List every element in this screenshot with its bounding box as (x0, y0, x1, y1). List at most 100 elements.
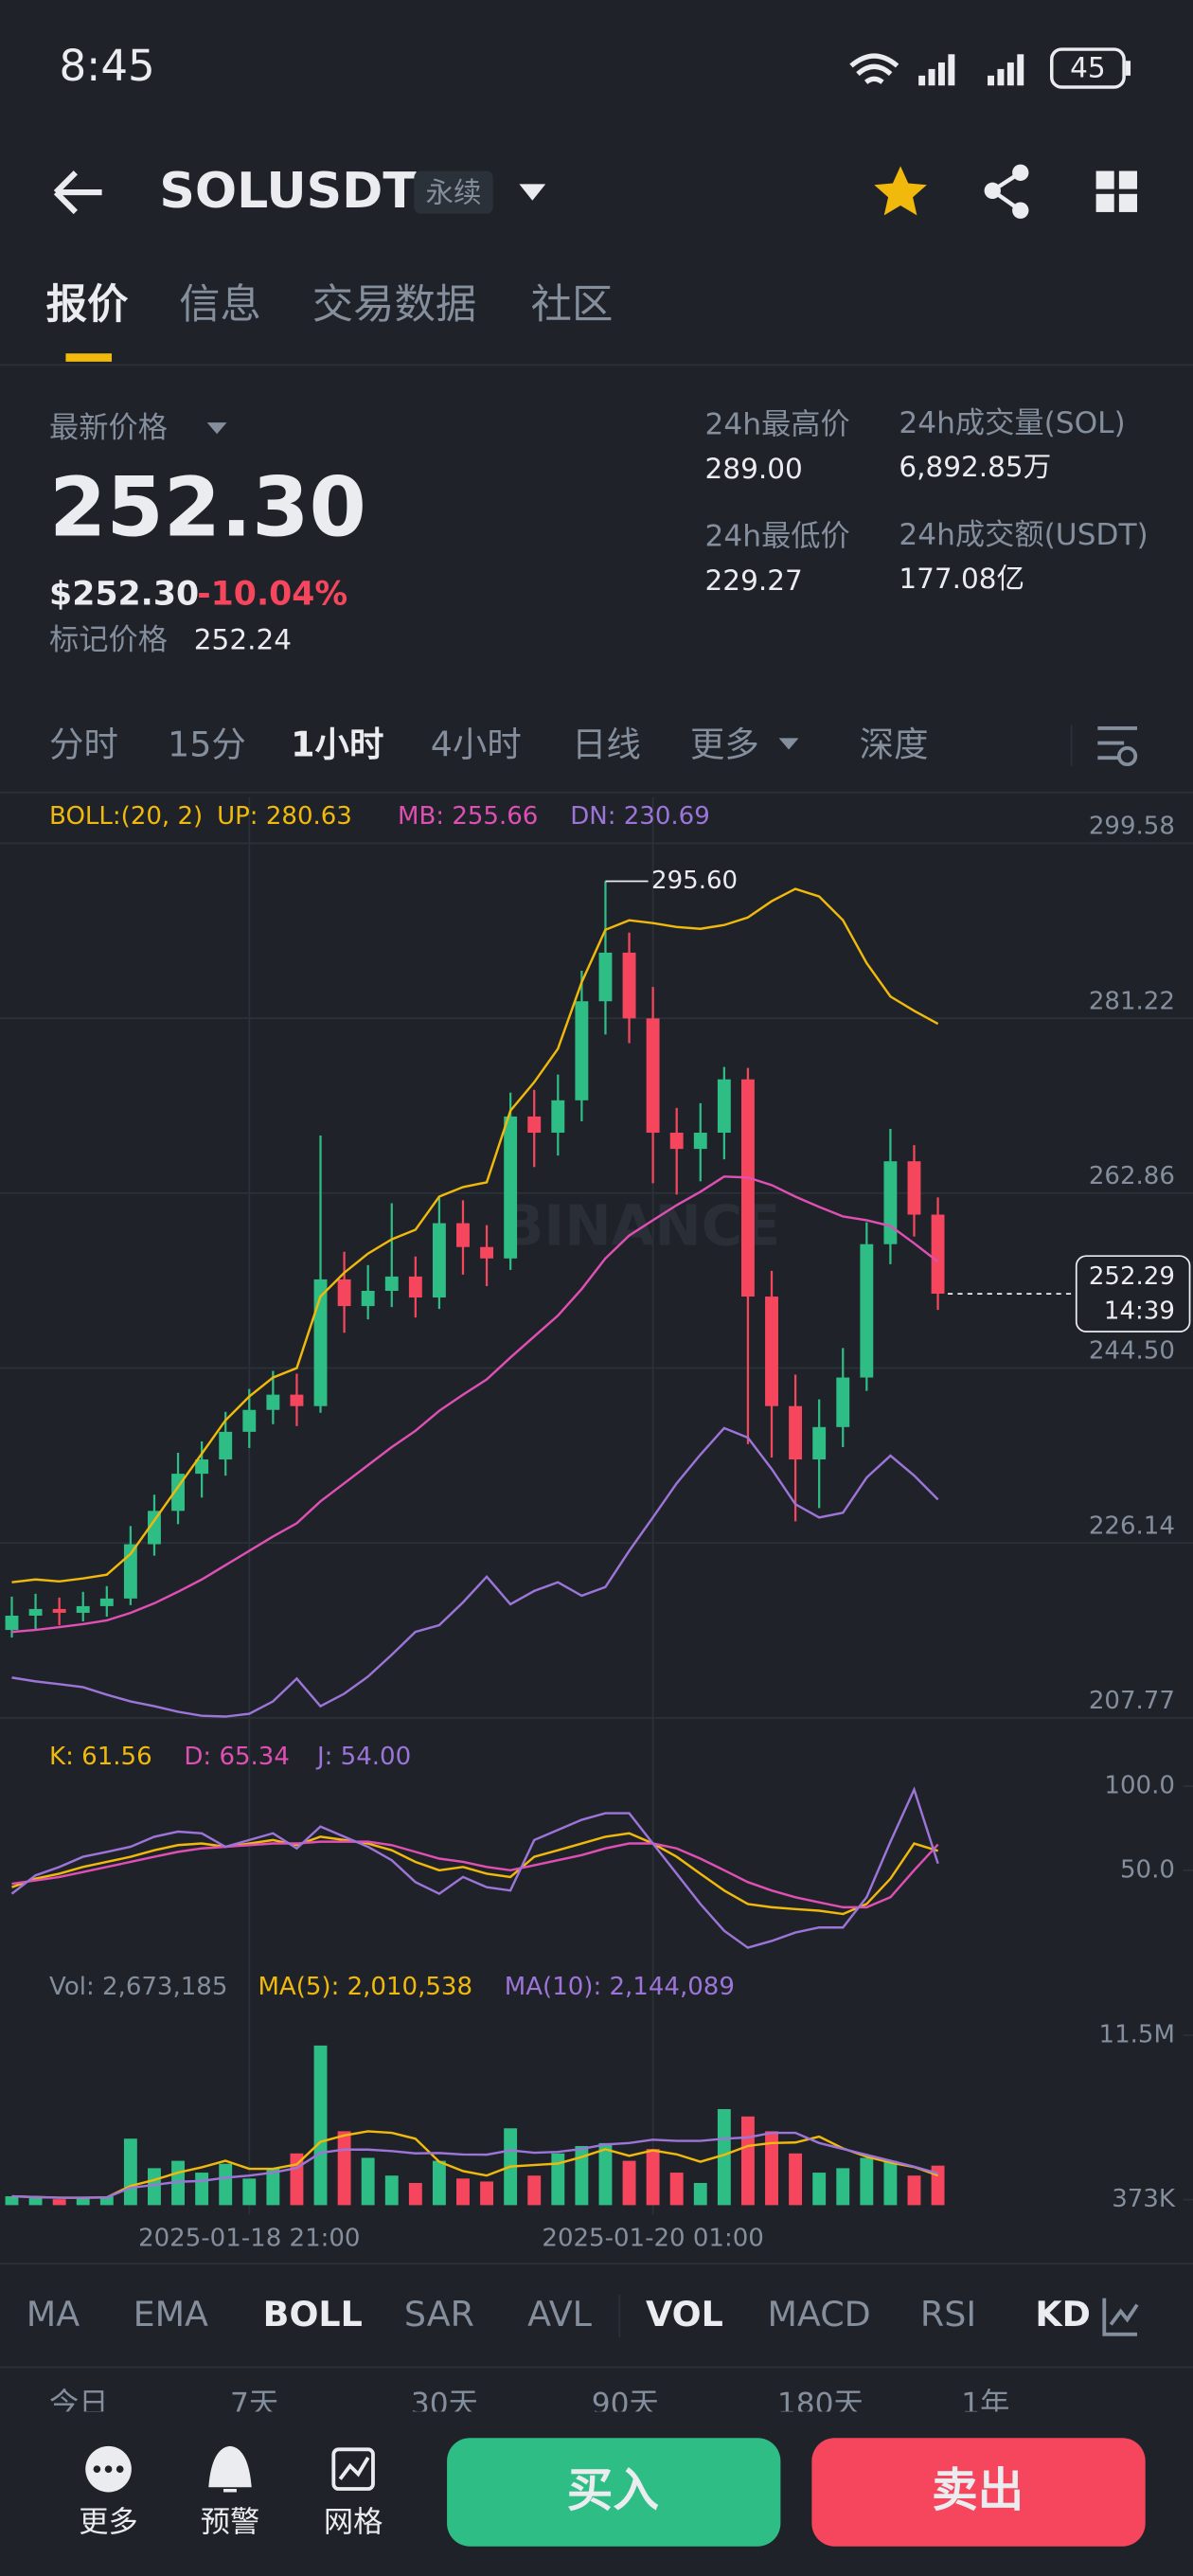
status-icons (849, 47, 1131, 89)
volume-bar (5, 2196, 19, 2206)
candle-body (740, 1079, 755, 1297)
interval[interactable]: 深度 (860, 724, 929, 765)
alert-icon[interactable] (208, 2445, 252, 2493)
volume-bar (717, 2108, 731, 2206)
action-label[interactable]: 预警 (201, 2505, 259, 2539)
stat-label: 24h最高价 (705, 408, 850, 442)
interval[interactable]: 更多 (690, 724, 759, 765)
candle-body (789, 1405, 803, 1460)
indicator[interactable]: SAR (404, 2294, 474, 2334)
candle-body (931, 1214, 945, 1295)
candle-body (812, 1426, 827, 1460)
interval[interactable]: 1小时 (291, 724, 383, 765)
more-dropdown[interactable] (778, 738, 799, 750)
candle-body (480, 1246, 494, 1259)
indicator-line (11, 2130, 939, 2199)
volume-bar (99, 2196, 114, 2206)
grid-icon[interactable] (331, 2447, 375, 2491)
candle-body (408, 1276, 422, 1298)
candle-body (384, 1276, 399, 1291)
tab[interactable]: 信息 (179, 281, 261, 329)
high-label: 295.60 (651, 867, 738, 895)
countdown-label: 14:39 (1104, 1297, 1175, 1326)
buy-label[interactable]: 买入 (567, 2464, 659, 2517)
symbol: SOLUSDT (159, 163, 417, 220)
stat-value: 229.27 (705, 564, 803, 597)
indicator[interactable]: KD (1035, 2294, 1090, 2334)
volume-bar (337, 2131, 351, 2206)
indicator[interactable]: VOL (646, 2294, 723, 2334)
volume-bar (195, 2173, 209, 2206)
volume-bar (551, 2153, 565, 2206)
indicator[interactable]: BOLL (263, 2294, 363, 2334)
volume-bar (575, 2145, 589, 2206)
action-label[interactable]: 更多 (79, 2505, 137, 2539)
legend-entry: UP: 280.63 (217, 802, 352, 831)
interval[interactable]: 15分 (168, 724, 246, 765)
candle-body (907, 1161, 921, 1215)
tab[interactable]: 社区 (531, 281, 614, 329)
indicator-settings[interactable] (1102, 2298, 1139, 2336)
volume-bar (52, 2199, 66, 2206)
last-price-label: 252.29 (1089, 1262, 1175, 1291)
volume-bar (883, 2160, 898, 2206)
volume-bar (266, 2168, 280, 2206)
interval[interactable]: 4小时 (431, 724, 522, 765)
candle-body (266, 1394, 280, 1410)
chart-settings[interactable] (1097, 726, 1138, 767)
layout-button[interactable] (1095, 170, 1137, 212)
legend-entry: DN: 230.69 (570, 802, 710, 831)
last-price: 252.30 (49, 459, 366, 555)
indicator[interactable]: MACD (767, 2294, 870, 2334)
price-label: 最新价格 (49, 411, 168, 445)
volume-bar (812, 2173, 827, 2206)
legend-entry: J: 54.00 (315, 1743, 411, 1771)
buy-button[interactable] (447, 2438, 781, 2547)
candle-body (765, 1297, 778, 1406)
back-button[interactable] (53, 170, 102, 215)
price-change: -10.04% (197, 575, 347, 613)
candle-body (99, 1598, 114, 1606)
share-button[interactable] (984, 164, 1029, 219)
indicator[interactable]: RSI (920, 2294, 976, 2334)
volume-bar (765, 2131, 778, 2206)
volume-bar (789, 2153, 803, 2206)
plot: 2025-01-18 21:00 2025-01-20 01:00 BINANCE 2… (0, 796, 1193, 2253)
indicator-line (10, 1786, 939, 1949)
volume-bar (836, 2168, 850, 2206)
volume-bar (123, 2138, 137, 2206)
last-price-box (1075, 1255, 1191, 1333)
battery-level: 45 (1070, 51, 1106, 83)
legend-entry: MA(5): 2,010,538 (258, 1973, 472, 2001)
indicator[interactable]: AVL (527, 2294, 593, 2334)
y-tick-label: 100.0 (1104, 1772, 1174, 1800)
volume-bar (907, 2175, 921, 2206)
y-tick-label: 226.14 (1089, 1512, 1175, 1540)
action-label[interactable]: 网格 (324, 2505, 383, 2539)
indicator-line (11, 1426, 939, 1718)
price-dropdown[interactable] (206, 422, 227, 435)
volume-bar (408, 2183, 422, 2206)
interval[interactable]: 日线 (572, 724, 641, 765)
candle-body (242, 1409, 257, 1432)
indicator[interactable]: MA (27, 2294, 80, 2334)
candle-body (504, 1116, 518, 1259)
symbol-dropdown[interactable] (519, 184, 546, 201)
legend-entry: K: 61.56 (49, 1743, 152, 1771)
contract-badge (414, 170, 493, 214)
tab[interactable]: 报价 (46, 281, 129, 329)
indicator[interactable]: EMA (134, 2294, 208, 2334)
tab[interactable]: 交易数据 (312, 281, 477, 329)
tab-indicator (65, 353, 113, 362)
volume-bar (598, 2142, 613, 2206)
legend-title: Vol: 2,673,185 (49, 1973, 227, 2001)
favorite-star[interactable] (874, 166, 927, 216)
interval[interactable]: 分时 (49, 724, 118, 765)
more-icon[interactable] (85, 2445, 132, 2493)
legend-entry: MA(10): 2,144,089 (505, 1973, 735, 2001)
clock: 8:45 (59, 41, 154, 91)
sell-button[interactable] (811, 2438, 1146, 2547)
candle-body (456, 1223, 470, 1247)
sell-label[interactable]: 卖出 (932, 2464, 1024, 2517)
x-tick-label: 2025-01-20 01:00 (542, 2225, 763, 2253)
